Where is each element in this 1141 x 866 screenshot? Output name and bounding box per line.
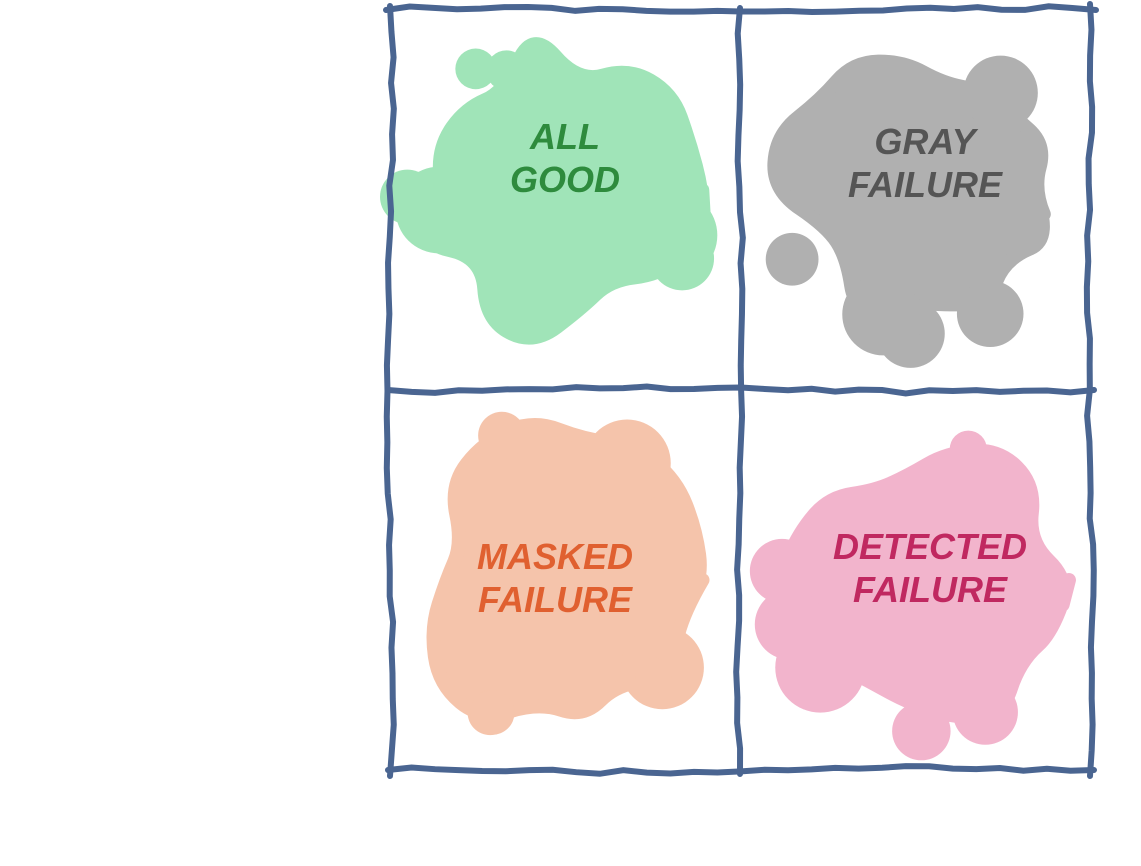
blob-gray-failure — [766, 56, 1044, 368]
blob-all-good — [380, 44, 717, 337]
matrix-diagram — [0, 0, 1141, 866]
blob-detected-failure — [750, 431, 1069, 761]
blob-masked-failure — [434, 412, 704, 735]
